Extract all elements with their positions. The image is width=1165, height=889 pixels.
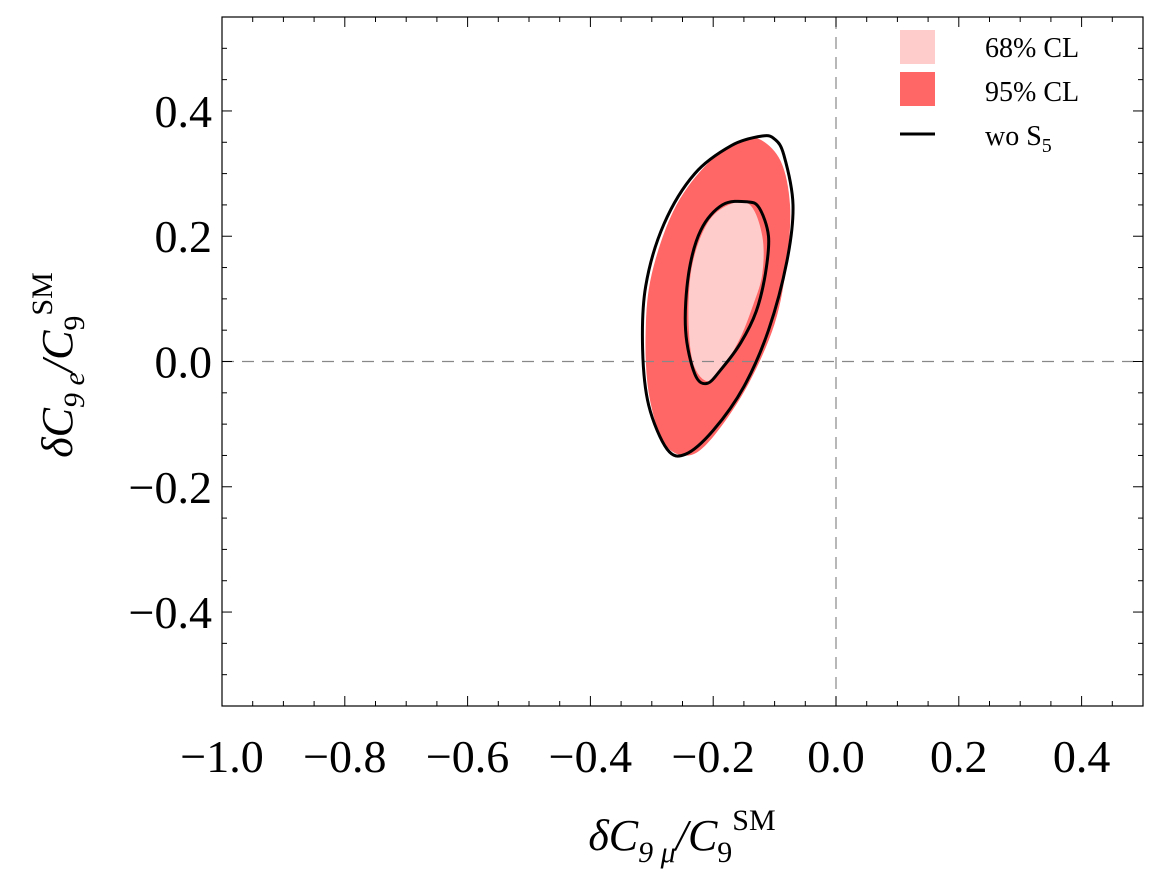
x-axis-title: δC9 μ/C9SM bbox=[588, 804, 775, 869]
x-tick-label: −1.0 bbox=[180, 731, 263, 782]
y-tick-labels: −0.4 −0.2 0.0 0.2 0.4 bbox=[129, 86, 212, 638]
y-axis-title-sub: 9 e bbox=[58, 372, 91, 408]
confidence-regions bbox=[645, 137, 791, 456]
y-tick-label: 0.4 bbox=[155, 86, 213, 137]
legend-label-95: 95% CL bbox=[985, 77, 1079, 108]
contour-lines bbox=[640, 134, 795, 458]
y-axis-title-sup: SM bbox=[26, 272, 59, 315]
axis-ticks bbox=[221, 16, 1144, 707]
x-axis-title-prefix: δC bbox=[588, 811, 638, 860]
legend-label-wo-s5: wo S5 bbox=[985, 121, 1052, 157]
legend-label-wo-s5-sub: 5 bbox=[1042, 135, 1052, 157]
x-tick-label: 0.4 bbox=[1053, 731, 1111, 782]
y-axis-title-sep: /C bbox=[33, 330, 82, 375]
y-axis-title-prefix: δC bbox=[33, 407, 82, 457]
y-tick-label: 0.2 bbox=[155, 211, 213, 262]
x-tick-label: 0.2 bbox=[930, 731, 988, 782]
legend-label-68: 68% CL bbox=[985, 33, 1079, 64]
x-tick-label: −0.2 bbox=[671, 731, 754, 782]
x-axis-title-sep: /C bbox=[673, 811, 718, 860]
region-68-cl bbox=[688, 201, 764, 382]
reference-lines bbox=[222, 17, 1143, 706]
y-axis-title: δC9 e/C9SM bbox=[26, 272, 91, 458]
legend-swatch-95 bbox=[900, 72, 935, 106]
y-tick-label: −0.4 bbox=[129, 587, 212, 638]
y-tick-label: 0.0 bbox=[155, 337, 213, 388]
x-tick-label: −0.8 bbox=[303, 731, 386, 782]
x-tick-label: 0.0 bbox=[807, 731, 865, 782]
x-axis-title-sub: 9 μ bbox=[638, 836, 676, 869]
x-axis-title-sub2: 9 bbox=[717, 836, 732, 869]
x-tick-label: −0.4 bbox=[549, 731, 632, 782]
contour-wo-s5-68 bbox=[683, 199, 771, 386]
legend: 68% CL 95% CL wo S5 bbox=[900, 30, 1079, 157]
x-tick-labels: −1.0 −0.8 −0.6 −0.4 −0.2 0.0 0.2 0.4 bbox=[180, 731, 1110, 782]
contour-wo-s5-95 bbox=[640, 134, 795, 458]
x-tick-label: −0.6 bbox=[426, 731, 509, 782]
y-tick-label: −0.2 bbox=[129, 462, 212, 513]
y-axis-title-sub2: 9 bbox=[58, 316, 91, 331]
legend-label-wo-s5-main: wo S bbox=[985, 121, 1042, 152]
legend-swatch-68 bbox=[900, 30, 935, 64]
x-axis-title-sup: SM bbox=[732, 804, 775, 837]
